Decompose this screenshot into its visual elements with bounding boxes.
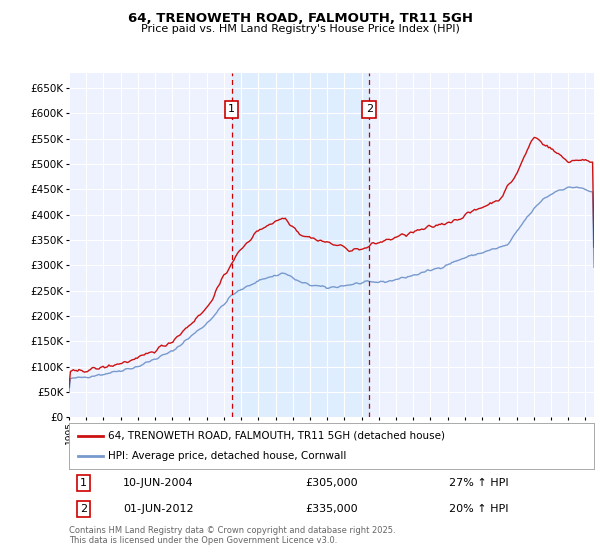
Text: 01-JUN-2012: 01-JUN-2012: [123, 504, 194, 514]
Text: 64, TRENOWETH ROAD, FALMOUTH, TR11 5GH (detached house): 64, TRENOWETH ROAD, FALMOUTH, TR11 5GH (…: [109, 431, 445, 441]
Text: 20% ↑ HPI: 20% ↑ HPI: [449, 504, 508, 514]
Text: Contains HM Land Registry data © Crown copyright and database right 2025.: Contains HM Land Registry data © Crown c…: [69, 526, 395, 535]
Text: 10-JUN-2004: 10-JUN-2004: [123, 478, 194, 488]
Text: HPI: Average price, detached house, Cornwall: HPI: Average price, detached house, Corn…: [109, 451, 347, 461]
Text: £335,000: £335,000: [305, 504, 358, 514]
Bar: [232, 73, 370, 417]
Text: 27% ↑ HPI: 27% ↑ HPI: [449, 478, 508, 488]
Text: This data is licensed under the Open Government Licence v3.0.: This data is licensed under the Open Gov…: [69, 536, 337, 545]
Text: £305,000: £305,000: [305, 478, 358, 488]
Text: 2: 2: [80, 504, 87, 514]
Text: 64, TRENOWETH ROAD, FALMOUTH, TR11 5GH: 64, TRENOWETH ROAD, FALMOUTH, TR11 5GH: [128, 12, 473, 25]
Text: Price paid vs. HM Land Registry's House Price Index (HPI): Price paid vs. HM Land Registry's House …: [140, 24, 460, 34]
Text: 1: 1: [80, 478, 87, 488]
Text: 1: 1: [228, 104, 235, 114]
Text: 2: 2: [366, 104, 373, 114]
